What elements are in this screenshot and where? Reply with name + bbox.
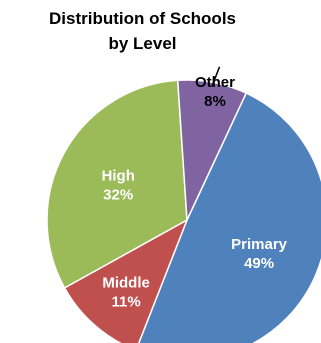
data-label-middle: Middle 11% bbox=[102, 275, 150, 311]
slice-label-other: Other bbox=[195, 74, 235, 91]
slice-value-high: 32% bbox=[103, 187, 133, 204]
data-label-primary: Primary 49% bbox=[231, 236, 288, 272]
slice-label-high: High bbox=[102, 168, 135, 185]
chart-title-line-1: Distribution of Schools bbox=[49, 9, 236, 28]
leader-line-other bbox=[211, 66, 221, 87]
chart-title: Distribution of Schools by Level bbox=[0, 6, 285, 56]
pie-slice-primary bbox=[137, 92, 321, 343]
chart-title-line-2: by Level bbox=[108, 34, 177, 53]
slice-value-primary: 49% bbox=[244, 255, 274, 272]
slice-value-other: 8% bbox=[204, 93, 226, 110]
slice-label-middle: Middle bbox=[102, 275, 150, 292]
pie-slice-high bbox=[46, 79, 188, 289]
pie-slice-middle bbox=[63, 218, 189, 343]
data-label-high: High 32% bbox=[102, 168, 135, 204]
slice-value-middle: 11% bbox=[111, 294, 140, 311]
data-label-other: Other 8% bbox=[195, 74, 235, 110]
slice-label-primary: Primary bbox=[231, 236, 288, 253]
